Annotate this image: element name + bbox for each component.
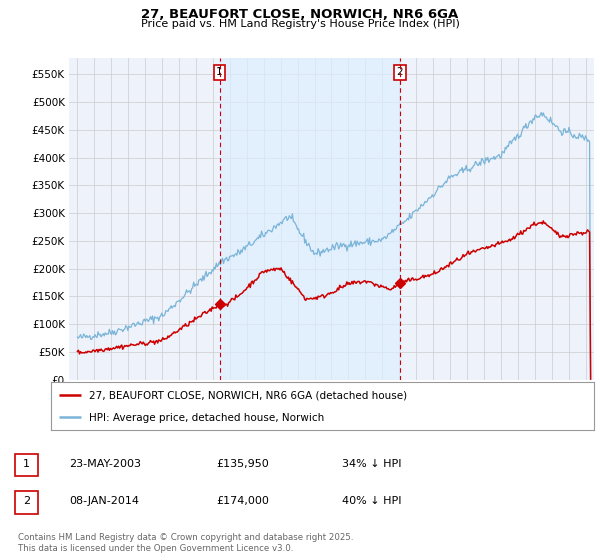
Text: Price paid vs. HM Land Registry's House Price Index (HPI): Price paid vs. HM Land Registry's House …	[140, 19, 460, 29]
Text: £135,950: £135,950	[216, 459, 269, 469]
Text: 2: 2	[397, 67, 403, 77]
Text: £174,000: £174,000	[216, 496, 269, 506]
Text: Contains HM Land Registry data © Crown copyright and database right 2025.
This d: Contains HM Land Registry data © Crown c…	[18, 533, 353, 553]
Text: 08-JAN-2014: 08-JAN-2014	[69, 496, 139, 506]
Text: 34% ↓ HPI: 34% ↓ HPI	[342, 459, 401, 469]
Bar	[220, 58, 400, 380]
Text: 2: 2	[23, 496, 30, 506]
Text: 27, BEAUFORT CLOSE, NORWICH, NR6 6GA: 27, BEAUFORT CLOSE, NORWICH, NR6 6GA	[142, 8, 458, 21]
Text: 1: 1	[23, 459, 30, 469]
Text: 27, BEAUFORT CLOSE, NORWICH, NR6 6GA (detached house): 27, BEAUFORT CLOSE, NORWICH, NR6 6GA (de…	[89, 391, 407, 401]
Text: HPI: Average price, detached house, Norwich: HPI: Average price, detached house, Norw…	[89, 413, 324, 423]
Text: 23-MAY-2003: 23-MAY-2003	[69, 459, 141, 469]
Text: 40% ↓ HPI: 40% ↓ HPI	[342, 496, 401, 506]
Text: 1: 1	[216, 67, 223, 77]
